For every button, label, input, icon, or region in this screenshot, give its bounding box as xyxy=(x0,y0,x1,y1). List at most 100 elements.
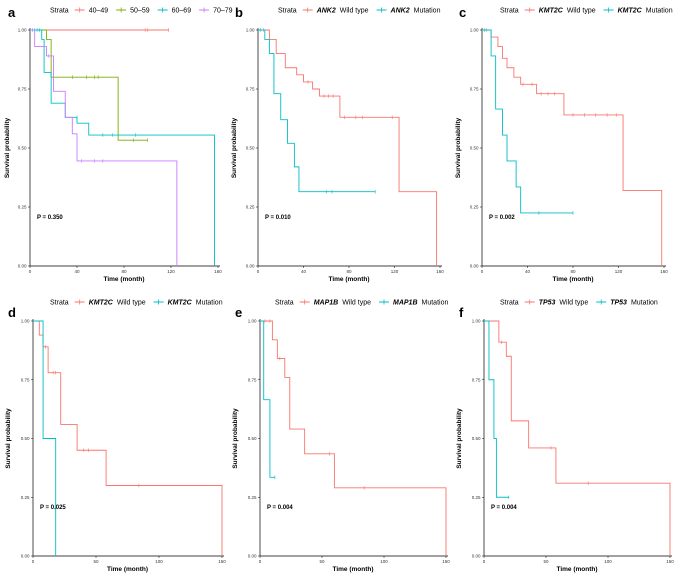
legend-label: 50–59 xyxy=(130,8,150,15)
survival-curve xyxy=(482,29,573,214)
p-value: P = 0.002 xyxy=(489,215,515,221)
y-axis-title: Survival probability xyxy=(456,408,463,469)
y-tick-label: 1.00 xyxy=(21,319,30,324)
y-tick-label: 0.00 xyxy=(18,264,27,269)
legend-gene: KMT2C xyxy=(618,8,643,15)
legend-item: TP53 Mutation xyxy=(596,299,658,307)
panel-b: b Strata ANK2 Wild type ANK2 Mutation 0.00 0.25… xyxy=(231,5,444,283)
y-axis-title: Survival probability xyxy=(5,408,12,469)
x-tick-label: 150 xyxy=(666,559,674,564)
y-tick-label: 0.50 xyxy=(21,436,30,441)
y-tick-label: 0.25 xyxy=(248,495,257,500)
legend-gene: KMT2C xyxy=(539,8,564,15)
x-tick-label: 50 xyxy=(543,559,549,564)
legend-item: MAP1B Wild type xyxy=(299,299,371,307)
series-wild-type xyxy=(33,320,223,556)
series-mutation xyxy=(484,320,510,500)
survival-curve xyxy=(33,320,57,556)
y-axis-title: Survival probability xyxy=(232,408,239,469)
y-tick-label: 0.75 xyxy=(470,87,479,92)
legend-gene: TP53 xyxy=(610,300,627,307)
legend-item: 50–59 xyxy=(116,7,150,15)
legend-item: KMT2C Mutation xyxy=(603,7,673,15)
y-tick-label: 1.00 xyxy=(18,28,27,33)
panel-letter: e xyxy=(235,305,242,320)
legend-gene: ANK2 xyxy=(390,8,410,15)
y-tick-label: 1.00 xyxy=(470,28,479,33)
x-tick-label: 80 xyxy=(346,269,352,274)
y-tick-label: 0.75 xyxy=(248,377,257,382)
survival-curve xyxy=(260,320,447,556)
y-tick-label: 0.25 xyxy=(21,495,30,500)
y-axis-title: Survival probability xyxy=(4,117,11,178)
x-tick-label: 0 xyxy=(483,559,486,564)
x-tick-label: 150 xyxy=(442,559,450,564)
panel-letter: d xyxy=(8,305,16,320)
panel-letter: a xyxy=(8,5,16,20)
x-tick-label: 160 xyxy=(660,269,668,274)
y-tick-label: 1.00 xyxy=(248,319,257,324)
x-axis-title: Time (month) xyxy=(556,566,597,573)
panel-letter: f xyxy=(459,305,464,320)
x-tick-label: 100 xyxy=(155,559,163,564)
survival-curve xyxy=(484,320,671,556)
legend: Strata ANK2 Wild type ANK2 Mutation xyxy=(278,7,441,15)
y-tick-label: 0.00 xyxy=(472,554,481,559)
series-40-49 xyxy=(30,28,169,32)
y-tick-label: 0.75 xyxy=(18,87,27,92)
legend-gene: MAP1B xyxy=(314,300,339,307)
legend-label: Mutation xyxy=(646,8,673,15)
legend-gene: KMT2C xyxy=(89,300,114,307)
x-tick-label: 120 xyxy=(167,269,175,274)
x-tick-label: 50 xyxy=(319,559,325,564)
x-tick-label: 50 xyxy=(93,559,99,564)
x-axis-title: Time (month) xyxy=(107,566,148,573)
x-axis-title: Time (month) xyxy=(332,566,373,573)
p-value: P = 0.004 xyxy=(267,505,293,511)
survival-curve xyxy=(33,320,223,556)
x-tick-label: 40 xyxy=(74,269,80,274)
y-tick-label: 0.50 xyxy=(246,146,255,151)
y-tick-label: 0.75 xyxy=(21,377,30,382)
y-tick-label: 0.25 xyxy=(470,205,479,210)
y-tick-label: 0.75 xyxy=(472,377,481,382)
series-60-69 xyxy=(30,28,215,266)
legend-title: Strata xyxy=(50,300,69,307)
legend-item: ANK2 Mutation xyxy=(376,7,441,15)
x-tick-label: 0 xyxy=(259,559,262,564)
survival-curve xyxy=(258,29,376,193)
y-axis-title: Survival probability xyxy=(455,117,462,178)
legend: Strata MAP1B Wild type MAP1B Mutation xyxy=(275,299,448,307)
series-wild-type xyxy=(482,28,663,266)
legend-label: Mutation xyxy=(196,300,223,307)
series-mutation xyxy=(482,28,574,215)
legend: Strata KMT2C Wild type KMT2C Mutation xyxy=(50,299,223,307)
y-tick-label: 0.25 xyxy=(472,495,481,500)
p-value: P = 0.025 xyxy=(40,505,66,511)
x-axis-title: Time (month) xyxy=(328,276,369,283)
legend-label: 40–49 xyxy=(89,8,109,15)
legend-title: Strata xyxy=(500,8,519,15)
legend-title: Strata xyxy=(275,300,294,307)
survival-curve xyxy=(484,320,509,498)
legend-label: Mutation xyxy=(414,8,441,15)
legend-gene: ANK2 xyxy=(316,8,336,15)
x-tick-label: 0 xyxy=(257,269,260,274)
y-tick-label: 1.00 xyxy=(246,28,255,33)
legend-title: Strata xyxy=(278,8,297,15)
legend-item: ANK2 Wild type xyxy=(302,7,369,15)
series-wild-type xyxy=(258,28,438,266)
survival-curve xyxy=(30,29,148,141)
x-tick-label: 120 xyxy=(391,269,399,274)
legend-label: Mutation xyxy=(631,300,658,307)
survival-curve xyxy=(258,29,438,266)
series-wild-type xyxy=(260,319,447,556)
y-tick-label: 0.25 xyxy=(246,205,255,210)
legend-label: 70–79 xyxy=(213,8,233,15)
panel-letter: b xyxy=(235,5,243,20)
y-tick-label: 0.00 xyxy=(248,554,257,559)
legend-gene: MAP1B xyxy=(393,300,418,307)
